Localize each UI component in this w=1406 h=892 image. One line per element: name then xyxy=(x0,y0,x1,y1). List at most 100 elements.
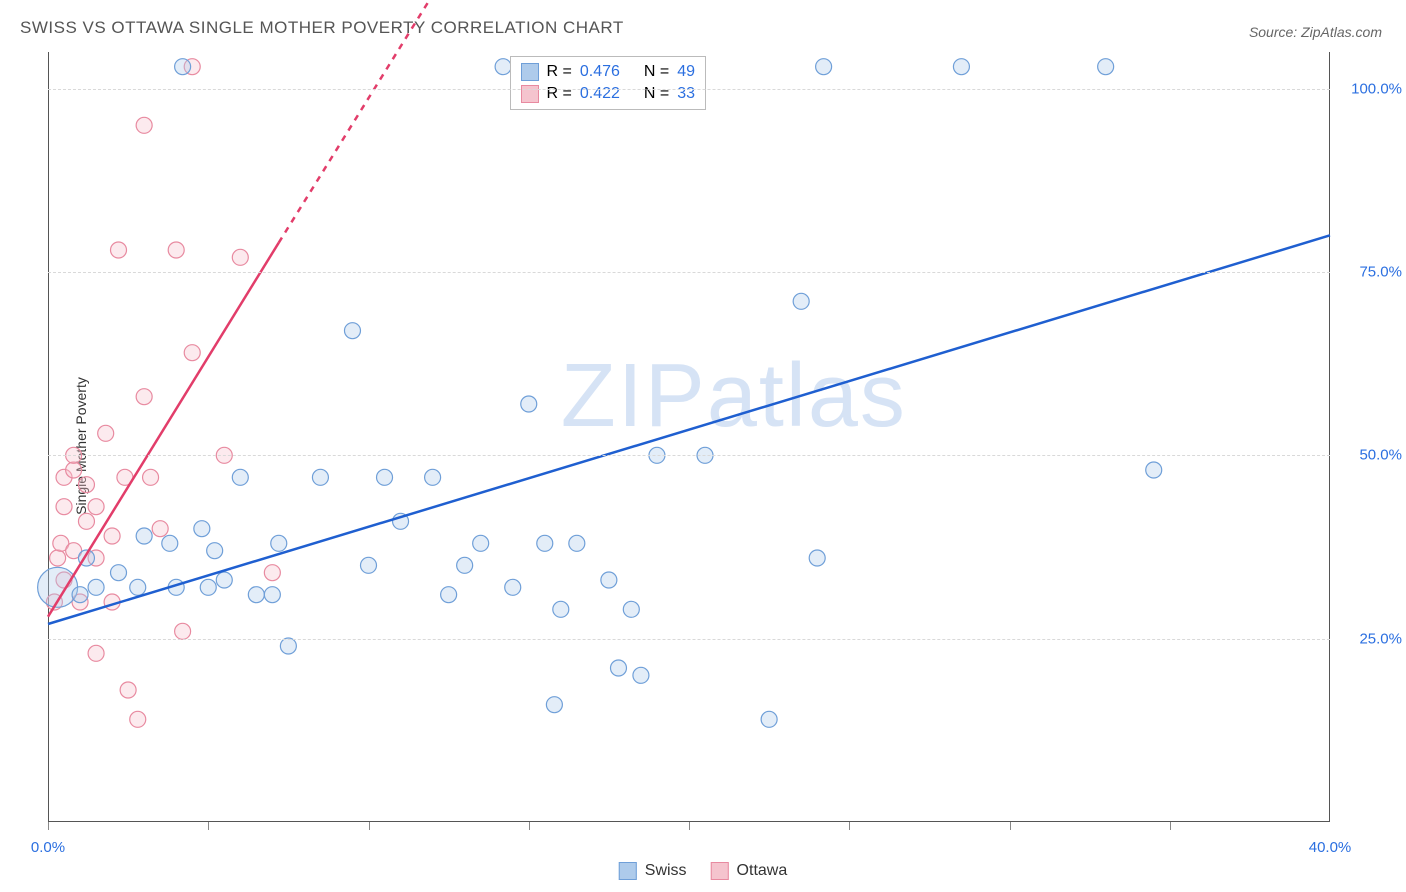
stats-row-swiss: R = 0.476 N = 49 xyxy=(521,61,696,83)
point-swiss xyxy=(953,59,969,75)
gridline xyxy=(48,639,1330,640)
r-value-swiss: 0.476 xyxy=(580,63,620,81)
n-value-swiss: 49 xyxy=(677,63,695,81)
point-swiss xyxy=(505,579,521,595)
swatch-swiss xyxy=(619,862,637,880)
y-tick-label: 100.0% xyxy=(1342,80,1402,97)
x-tick-mark xyxy=(689,822,690,830)
x-tick-label: 0.0% xyxy=(31,839,65,856)
n-label: N = xyxy=(644,63,669,81)
point-ottawa xyxy=(111,242,127,258)
point-ottawa xyxy=(66,462,82,478)
point-ottawa xyxy=(88,645,104,661)
point-ottawa xyxy=(143,469,159,485)
trend-line xyxy=(48,243,279,617)
point-swiss xyxy=(162,535,178,551)
x-tick-mark xyxy=(1170,822,1171,830)
source-attribution: Source: ZipAtlas.com xyxy=(1249,24,1382,40)
point-swiss xyxy=(271,535,287,551)
point-swiss xyxy=(200,579,216,595)
legend-bottom: Swiss Ottawa xyxy=(619,862,787,880)
point-swiss xyxy=(280,638,296,654)
y-tick-label: 50.0% xyxy=(1342,447,1402,464)
point-swiss xyxy=(344,323,360,339)
point-swiss xyxy=(136,528,152,544)
gridline xyxy=(48,89,1330,90)
point-swiss xyxy=(610,660,626,676)
y-tick-label: 75.0% xyxy=(1342,264,1402,281)
point-ottawa xyxy=(175,623,191,639)
point-ottawa xyxy=(152,521,168,537)
point-swiss xyxy=(232,469,248,485)
x-tick-mark xyxy=(369,822,370,830)
stats-row-ottawa: R = 0.422 N = 33 xyxy=(521,83,696,105)
point-swiss xyxy=(425,469,441,485)
point-swiss xyxy=(377,469,393,485)
point-swiss xyxy=(312,469,328,485)
point-swiss xyxy=(553,601,569,617)
point-swiss xyxy=(248,587,264,603)
point-ottawa xyxy=(232,249,248,265)
chart-container: SWISS VS OTTAWA SINGLE MOTHER POVERTY CO… xyxy=(0,0,1406,892)
point-swiss xyxy=(361,557,377,573)
legend-label-swiss: Swiss xyxy=(645,862,687,880)
point-ottawa xyxy=(184,345,200,361)
swatch-swiss xyxy=(521,63,539,81)
point-ottawa xyxy=(136,389,152,405)
point-swiss xyxy=(809,550,825,566)
swatch-ottawa xyxy=(711,862,729,880)
point-swiss xyxy=(633,667,649,683)
point-swiss xyxy=(1098,59,1114,75)
point-ottawa xyxy=(120,682,136,698)
point-swiss xyxy=(441,587,457,603)
point-swiss xyxy=(816,59,832,75)
point-ottawa xyxy=(88,499,104,515)
legend-label-ottawa: Ottawa xyxy=(737,862,788,880)
legend-item-swiss: Swiss xyxy=(619,862,687,880)
x-tick-mark xyxy=(208,822,209,830)
point-ottawa xyxy=(168,242,184,258)
point-swiss xyxy=(457,557,473,573)
point-swiss xyxy=(264,587,280,603)
legend-item-ottawa: Ottawa xyxy=(711,862,788,880)
stats-legend-box: R = 0.476 N = 49 R = 0.422 N = 33 xyxy=(510,56,707,110)
x-tick-mark xyxy=(529,822,530,830)
point-swiss xyxy=(194,521,210,537)
point-swiss xyxy=(601,572,617,588)
point-ottawa xyxy=(50,550,66,566)
gridline xyxy=(48,455,1330,456)
point-swiss xyxy=(761,711,777,727)
point-swiss xyxy=(623,601,639,617)
point-swiss xyxy=(546,697,562,713)
point-swiss xyxy=(1146,462,1162,478)
x-tick-mark xyxy=(1010,822,1011,830)
point-swiss xyxy=(793,293,809,309)
point-swiss xyxy=(537,535,553,551)
gridline xyxy=(48,272,1330,273)
point-ottawa xyxy=(56,499,72,515)
x-tick-mark xyxy=(48,822,49,830)
point-swiss xyxy=(88,579,104,595)
x-tick-mark xyxy=(849,822,850,830)
point-ottawa xyxy=(78,477,94,493)
point-ottawa xyxy=(78,513,94,529)
plot-area: ZIPatlas R = 0.476 N = 49 R = 0.422 N = … xyxy=(48,52,1330,822)
point-ottawa xyxy=(264,565,280,581)
trend-line xyxy=(48,235,1330,624)
chart-svg xyxy=(48,52,1330,822)
r-label: R = xyxy=(547,63,572,81)
point-swiss xyxy=(569,535,585,551)
y-tick-label: 25.0% xyxy=(1342,630,1402,647)
point-swiss xyxy=(473,535,489,551)
point-swiss xyxy=(72,587,88,603)
chart-title: SWISS VS OTTAWA SINGLE MOTHER POVERTY CO… xyxy=(20,18,624,38)
point-ottawa xyxy=(136,117,152,133)
point-ottawa xyxy=(130,711,146,727)
point-swiss xyxy=(521,396,537,412)
point-swiss xyxy=(111,565,127,581)
point-swiss xyxy=(175,59,191,75)
point-swiss xyxy=(216,572,232,588)
point-swiss xyxy=(207,543,223,559)
x-tick-label: 40.0% xyxy=(1309,839,1352,856)
point-swiss xyxy=(130,579,146,595)
